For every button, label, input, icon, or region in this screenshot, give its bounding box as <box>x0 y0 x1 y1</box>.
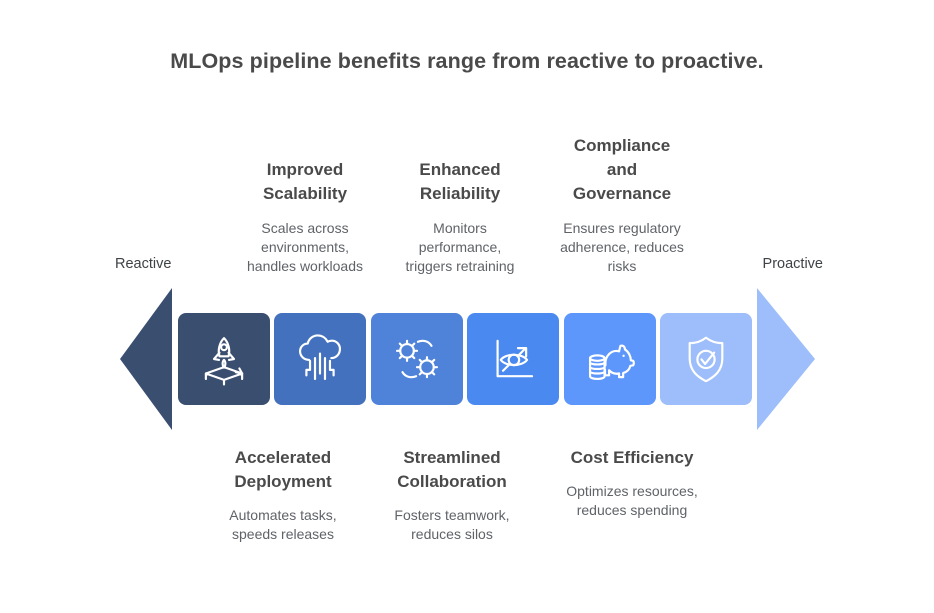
benefit-description: Scales across environments, handles work… <box>247 220 363 274</box>
right-arrowhead <box>757 288 815 430</box>
pipeline-step-enhanced-reliability <box>467 313 559 405</box>
pipeline-step-cost-efficiency <box>564 313 656 405</box>
benefit-title: Accelerated Deployment <box>234 448 332 491</box>
scale-label-reactive: Reactive <box>115 256 172 272</box>
hands-gears-icon <box>395 339 439 379</box>
eye-analytics-icon <box>496 339 534 378</box>
piggy-bank-icon <box>588 344 635 381</box>
pipeline-step-compliance-governance <box>660 313 752 405</box>
benefit-description: Optimizes resources, reduces spending <box>566 483 698 518</box>
benefit-enhanced-reliability: Enhanced Reliability Monitors performanc… <box>370 130 550 276</box>
benefit-description: Automates tasks, speeds releases <box>229 507 337 542</box>
benefit-description: Ensures regulatory adherence, reduces ri… <box>560 220 684 274</box>
benefit-description: Fosters teamwork, reduces silos <box>394 507 510 542</box>
benefit-improved-scalability: Improved Scalability Scales across envir… <box>215 130 395 276</box>
shield-check-icon <box>688 336 724 383</box>
pipeline-step-improved-scalability <box>274 313 366 405</box>
benefit-accelerated-deployment: Accelerated Deployment Automates tasks, … <box>193 446 373 544</box>
page-title: MLOps pipeline benefits range from react… <box>170 49 764 73</box>
benefit-title: Streamlined Collaboration <box>397 448 507 491</box>
benefit-description: Monitors performance, triggers retrainin… <box>405 220 515 274</box>
cloud-circuit-icon <box>298 334 342 381</box>
pipeline-step-accelerated-deployment <box>178 313 270 405</box>
benefit-title: Cost Efficiency <box>570 448 694 467</box>
benefit-title: Enhanced Reliability <box>419 160 501 203</box>
rocket-launch-icon <box>204 337 244 386</box>
scale-label-proactive: Proactive <box>762 256 823 272</box>
pipeline-step-streamlined-collaboration <box>371 313 463 405</box>
benefit-title: Improved Scalability <box>262 160 348 203</box>
benefit-cost-efficiency: Cost Efficiency Optimizes resources, red… <box>542 446 722 520</box>
benefit-compliance-governance: Compliance and Governance Ensures regula… <box>532 130 712 276</box>
benefit-streamlined-collaboration: Streamlined Collaboration Fosters teamwo… <box>362 446 542 544</box>
benefit-title: Compliance and Governance <box>572 136 672 203</box>
left-arrowhead <box>120 288 172 430</box>
